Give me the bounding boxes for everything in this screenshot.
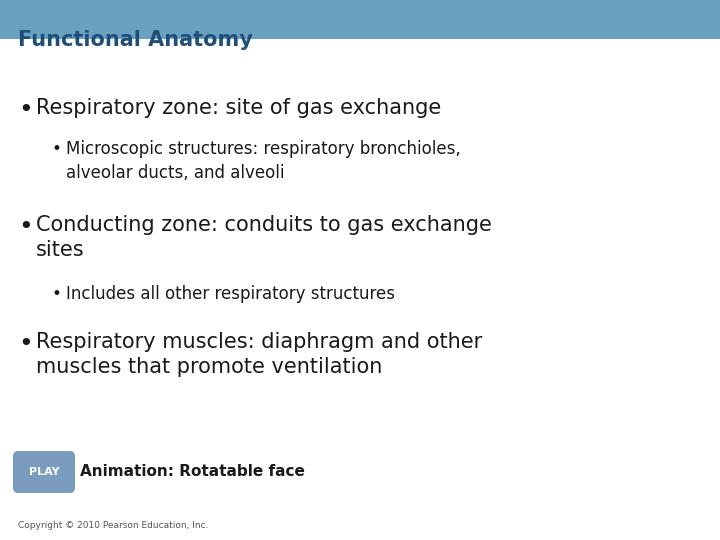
Text: •: • — [18, 215, 32, 239]
Text: •: • — [52, 285, 62, 303]
Text: Respiratory zone: site of gas exchange: Respiratory zone: site of gas exchange — [36, 98, 441, 118]
Text: Includes all other respiratory structures: Includes all other respiratory structure… — [66, 285, 395, 303]
Text: Microscopic structures: respiratory bronchioles,
alveolar ducts, and alveoli: Microscopic structures: respiratory bron… — [66, 140, 461, 183]
FancyBboxPatch shape — [13, 451, 75, 493]
Text: Copyright © 2010 Pearson Education, Inc.: Copyright © 2010 Pearson Education, Inc. — [18, 522, 209, 530]
FancyBboxPatch shape — [0, 0, 720, 39]
Text: Animation: Rotatable face: Animation: Rotatable face — [80, 464, 305, 480]
Text: •: • — [18, 98, 32, 122]
Text: Functional Anatomy: Functional Anatomy — [18, 30, 253, 50]
Text: •: • — [52, 140, 62, 158]
Text: PLAY: PLAY — [29, 467, 59, 477]
Text: •: • — [18, 332, 32, 356]
Text: Respiratory muscles: diaphragm and other
muscles that promote ventilation: Respiratory muscles: diaphragm and other… — [36, 332, 482, 377]
Text: Conducting zone: conduits to gas exchange
sites: Conducting zone: conduits to gas exchang… — [36, 215, 492, 260]
